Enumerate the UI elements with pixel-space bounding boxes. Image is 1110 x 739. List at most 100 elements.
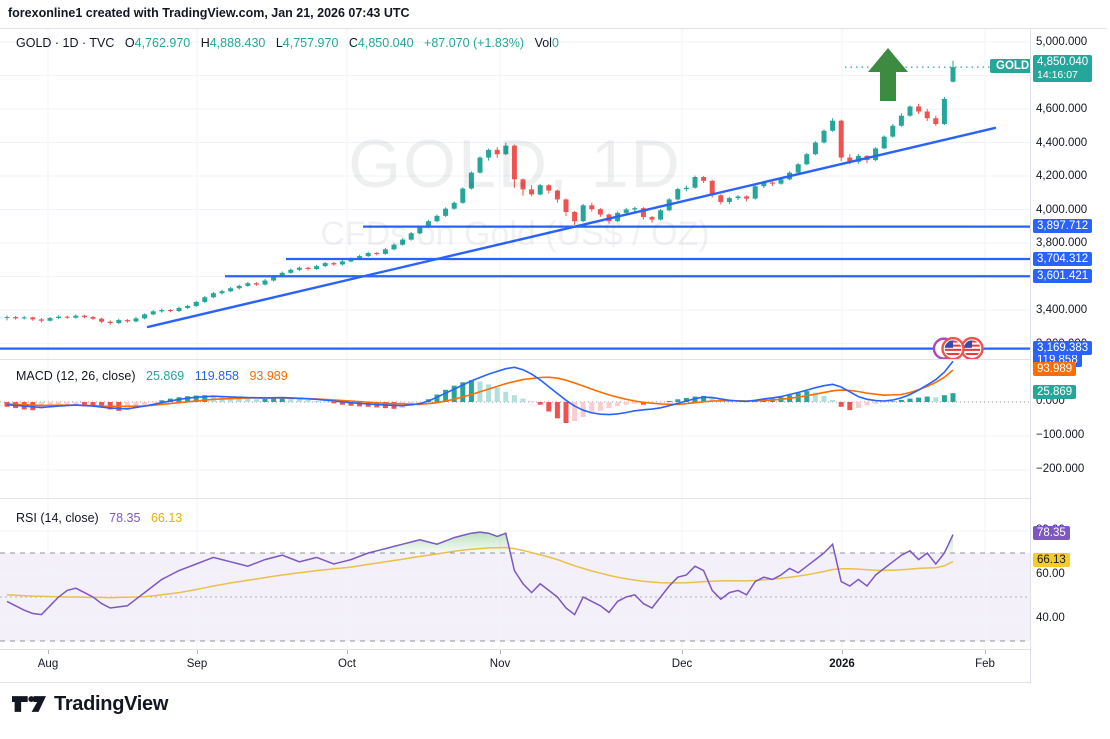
symbol-legend[interactable]: GOLD · 1D · TVC O4,762.970 H4,888.430 L4… xyxy=(16,36,559,50)
candle-body xyxy=(873,148,879,161)
macd-histogram-bar xyxy=(554,402,560,419)
candle-body xyxy=(546,185,552,191)
current-price-time: 14:16:07 xyxy=(1037,68,1078,81)
time-tick xyxy=(197,650,198,654)
candle-body xyxy=(382,249,388,254)
macd-histogram-bar xyxy=(503,391,509,402)
macd-pane[interactable] xyxy=(0,359,1030,498)
time-axis[interactable]: Aug Sep Oct Nov Dec 2026 Feb xyxy=(0,649,1030,684)
candle-body xyxy=(640,208,646,218)
macd-histogram-bar xyxy=(339,402,345,405)
macd-histogram-bar xyxy=(701,395,707,402)
macd-histogram-bar xyxy=(73,402,79,405)
macd-histogram-bar xyxy=(572,402,578,422)
candle-body xyxy=(735,196,741,199)
candle-body xyxy=(529,189,535,195)
price-axis-label: 5,000.000 xyxy=(1036,36,1088,48)
tradingview-logo[interactable]: TradingView xyxy=(12,692,168,716)
candle-body xyxy=(752,186,758,199)
candle-body xyxy=(726,198,732,202)
candle-body xyxy=(623,209,629,213)
current-price-value: 4,850.040 xyxy=(1037,56,1089,69)
candle-body xyxy=(408,233,414,240)
macd-histogram-bar xyxy=(99,402,105,408)
macd-histogram-bar xyxy=(90,402,96,406)
candle-body xyxy=(64,316,70,318)
price-axis[interactable]: 5,000.0004,800.0004,600.0004,400.0004,20… xyxy=(1030,29,1107,684)
macd-histogram-bar xyxy=(64,402,70,406)
macd-histogram-bar xyxy=(924,396,930,402)
candle-body xyxy=(13,317,19,319)
candle-body xyxy=(838,120,844,158)
macd-histogram-bar xyxy=(142,402,148,406)
time-tick xyxy=(682,650,683,654)
macd-histogram-bar xyxy=(933,397,939,402)
rsi-pane[interactable] xyxy=(0,498,1030,649)
macd-histogram-bar xyxy=(348,402,354,406)
candle-body xyxy=(718,195,724,202)
candle-body xyxy=(245,283,251,286)
macd-histogram-bar xyxy=(537,402,543,405)
macd-histogram-bar xyxy=(804,391,810,402)
candle-body xyxy=(296,267,302,270)
rsi-params: (14, close) xyxy=(40,511,99,525)
candle-body xyxy=(744,196,750,199)
macd-histogram-bar xyxy=(615,402,621,407)
candle-body xyxy=(692,177,698,188)
candle-body xyxy=(236,285,242,289)
price-axis-label: 4,400.000 xyxy=(1036,136,1088,149)
chart-widget: GOLD, 1D CFDs on Gold (US$ / OZ) GOLD GO… xyxy=(0,28,1107,684)
candle-body xyxy=(193,301,199,306)
macd-axis-label: −200.000 xyxy=(1036,463,1085,475)
time-axis-label: Dec xyxy=(671,658,693,670)
macd-histogram-bar xyxy=(331,402,337,404)
price-level-badge: 3,704.312 xyxy=(1033,251,1093,266)
candle-body xyxy=(73,315,79,318)
macd-histogram-bar xyxy=(864,402,870,406)
macd-histogram-bar xyxy=(451,385,457,402)
time-tick xyxy=(985,650,986,654)
us-flag-icon xyxy=(941,336,965,359)
candle-body xyxy=(451,202,457,209)
candle-body xyxy=(649,217,655,220)
candle-body xyxy=(4,317,10,319)
macd-histogram-bar xyxy=(443,389,449,402)
macd-histogram-bar xyxy=(434,394,440,402)
candle-body xyxy=(572,212,578,222)
macd-line xyxy=(6,360,954,416)
candle-body xyxy=(898,115,904,126)
high-value: 4,888.430 xyxy=(209,36,266,50)
candle-body xyxy=(107,321,113,324)
candle-body xyxy=(331,263,337,265)
current-price-badge: 4,850.040 14:16:07 xyxy=(1033,55,1093,83)
time-tick xyxy=(347,650,348,654)
symbol-title: GOLD · 1D · TVC xyxy=(16,36,115,50)
macd-legend[interactable]: MACD (12, 26, close) 25.869 119.858 93.9… xyxy=(16,369,288,383)
time-axis-label: 2026 xyxy=(829,658,855,670)
macd-histogram-bar xyxy=(245,398,251,402)
macd-histogram-bar xyxy=(56,402,62,407)
price-line-symbol-tag: GOLD xyxy=(990,59,1030,74)
attribution-text: forexonline1 created with TradingView.co… xyxy=(8,6,410,20)
macd-histogram-bar xyxy=(228,397,234,402)
candle-body xyxy=(133,318,139,322)
macd-axis-label: −100.000 xyxy=(1036,429,1085,441)
candle-body xyxy=(38,319,44,321)
macd-histogram-bar xyxy=(890,401,896,402)
candle-body xyxy=(675,189,681,200)
rsi-value-badge: 66.13 xyxy=(1033,553,1070,567)
candle-body xyxy=(580,205,586,222)
volume-value: 0 xyxy=(551,36,559,50)
macd-histogram-bar xyxy=(305,399,311,402)
candle-body xyxy=(554,190,560,200)
candle-body xyxy=(357,256,363,259)
macd-histogram-bar xyxy=(658,402,664,403)
macd-histogram-bar xyxy=(597,402,603,411)
macd-histogram-bar xyxy=(271,398,277,402)
candle-body xyxy=(400,239,406,245)
rsi-legend[interactable]: RSI (14, close) 78.35 66.13 xyxy=(16,511,182,525)
candle-body xyxy=(391,244,397,250)
macd-histogram-bar xyxy=(133,402,139,409)
price-pane[interactable]: GOLD, 1D CFDs on Gold (US$ / OZ) GOLD xyxy=(0,29,1030,359)
candle-body xyxy=(167,310,173,312)
